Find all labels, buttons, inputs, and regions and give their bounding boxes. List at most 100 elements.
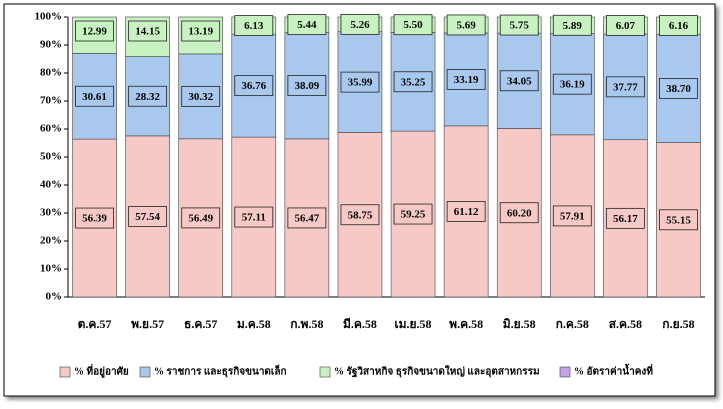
x-tick-label: ก.ค.58 bbox=[556, 317, 589, 331]
legend-swatch bbox=[319, 366, 331, 378]
value-label: 5.75 bbox=[510, 20, 530, 32]
value-label: 60.20 bbox=[507, 207, 532, 219]
legend-swatch bbox=[139, 366, 151, 378]
value-label: 35.99 bbox=[348, 77, 373, 89]
legend-swatch bbox=[59, 366, 71, 378]
value-label-box bbox=[128, 206, 168, 227]
x-tick-label: ม.ค.58 bbox=[237, 317, 271, 331]
value-label-box bbox=[659, 209, 698, 231]
legend-label: % รัฐวิสาหกิจ ธุรกิจขนาดใหญ่ และอุตสาหกร… bbox=[334, 364, 540, 377]
value-label: 12.99 bbox=[82, 26, 107, 38]
value-label-box bbox=[128, 20, 168, 42]
y-tick-label: 40% bbox=[40, 179, 62, 191]
value-label-box bbox=[393, 203, 433, 225]
value-label-box bbox=[605, 76, 645, 98]
value-label-box bbox=[499, 14, 539, 36]
value-label-box bbox=[605, 207, 645, 229]
value-label: 59.25 bbox=[401, 209, 426, 221]
value-label-box bbox=[234, 206, 274, 228]
value-label-box bbox=[659, 15, 698, 36]
value-label: 35.25 bbox=[401, 76, 426, 88]
value-label: 30.61 bbox=[82, 91, 107, 103]
value-label-box bbox=[552, 205, 592, 227]
value-label-box bbox=[128, 85, 168, 107]
y-tick-label: 50% bbox=[40, 151, 62, 163]
value-label-box bbox=[287, 207, 327, 229]
value-label-box bbox=[605, 15, 645, 36]
value-label: 6.13 bbox=[244, 20, 264, 32]
value-label: 57.91 bbox=[560, 210, 585, 222]
value-label: 38.70 bbox=[666, 83, 691, 95]
y-tick-label: 10% bbox=[40, 263, 62, 275]
value-label: 38.09 bbox=[295, 80, 320, 92]
value-label-box bbox=[446, 14, 486, 36]
x-tick-label: ต.ค.57 bbox=[78, 317, 112, 331]
value-label: 13.19 bbox=[188, 26, 213, 38]
value-label: 30.32 bbox=[188, 91, 213, 103]
value-label: 5.44 bbox=[297, 19, 317, 31]
value-label-box bbox=[234, 15, 274, 36]
value-label-box bbox=[181, 20, 221, 42]
x-tick-label: ส.ค.58 bbox=[609, 317, 642, 331]
value-label: 5.50 bbox=[403, 19, 423, 31]
x-tick-label: มิ.ย.58 bbox=[503, 317, 536, 331]
y-tick-label: 0% bbox=[46, 291, 63, 303]
x-tick-label: มี.ค.58 bbox=[343, 317, 377, 331]
value-label-box bbox=[181, 85, 221, 107]
x-tick-label: พ.ค.58 bbox=[449, 317, 483, 331]
value-label-box bbox=[393, 71, 433, 93]
value-label-box bbox=[552, 73, 592, 95]
y-tick-label: 70% bbox=[40, 95, 62, 107]
value-label: 56.49 bbox=[188, 212, 213, 224]
x-tick-label: ก.พ.58 bbox=[290, 317, 323, 331]
value-label-box bbox=[181, 207, 221, 229]
x-tick-label: ธ.ค.57 bbox=[184, 317, 217, 331]
x-tick-label: พ.ย.57 bbox=[131, 317, 164, 331]
y-tick-label: 60% bbox=[40, 123, 62, 135]
value-label-box bbox=[75, 207, 114, 229]
value-label-box bbox=[446, 201, 486, 222]
value-label: 57.11 bbox=[242, 212, 266, 224]
value-label: 33.19 bbox=[454, 74, 479, 86]
value-label-box bbox=[340, 71, 380, 93]
value-label-box bbox=[499, 70, 539, 92]
value-label: 61.12 bbox=[454, 206, 479, 218]
value-label: 6.07 bbox=[616, 20, 636, 32]
value-label: 5.69 bbox=[457, 19, 477, 31]
value-label: 36.19 bbox=[560, 79, 585, 91]
value-label: 37.77 bbox=[613, 81, 638, 93]
value-label: 28.32 bbox=[135, 91, 160, 103]
value-label: 6.16 bbox=[669, 20, 689, 32]
legend-label: % ราชการ และธุรกิจขนาดเล็ก bbox=[154, 363, 287, 377]
value-label: 34.05 bbox=[507, 75, 532, 87]
value-label-box bbox=[659, 78, 698, 99]
value-label: 36.76 bbox=[241, 80, 266, 92]
y-tick-label: 100% bbox=[35, 11, 63, 23]
value-label-box bbox=[234, 75, 274, 97]
value-label-box bbox=[340, 204, 380, 226]
legend-label: % อัตราค่าน้ำคงที่ bbox=[574, 363, 653, 377]
value-label: 14.15 bbox=[135, 26, 160, 38]
legend-swatch bbox=[559, 366, 571, 378]
legend-label: % ที่อยู่อาศัย bbox=[74, 363, 129, 378]
value-label: 55.15 bbox=[666, 214, 691, 226]
x-tick-label: ก.ย.58 bbox=[662, 317, 694, 331]
value-label-box bbox=[499, 202, 539, 224]
value-label: 56.47 bbox=[295, 212, 320, 224]
value-label-box bbox=[75, 20, 114, 42]
x-tick-label: เม.ย.58 bbox=[395, 317, 432, 331]
value-label-box bbox=[340, 13, 380, 35]
value-label: 56.39 bbox=[82, 213, 107, 225]
y-tick-label: 30% bbox=[40, 207, 62, 219]
value-label: 58.75 bbox=[348, 209, 373, 221]
value-label-box bbox=[287, 75, 327, 96]
value-label: 5.26 bbox=[350, 19, 370, 31]
y-tick-label: 20% bbox=[40, 235, 62, 247]
y-tick-label: 80% bbox=[40, 67, 62, 79]
y-tick-label: 90% bbox=[40, 39, 62, 51]
value-label: 56.17 bbox=[613, 213, 638, 225]
value-label: 5.89 bbox=[563, 20, 583, 32]
value-label-box bbox=[446, 68, 486, 90]
value-label-box bbox=[75, 85, 114, 107]
